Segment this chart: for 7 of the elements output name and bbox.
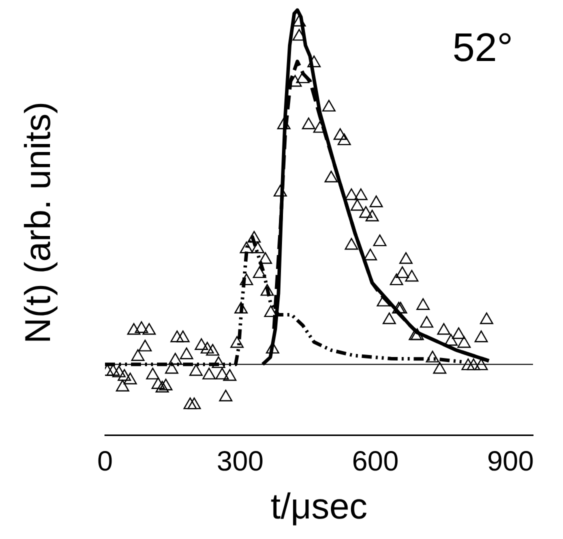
x-tick-label: 0 (97, 446, 113, 477)
x-tick-label: 900 (487, 446, 534, 477)
x-tick-label: 600 (352, 446, 399, 477)
x-axis-title: t/μsec (270, 485, 368, 526)
x-tick-label: 300 (216, 446, 264, 477)
annotation: 52° (452, 26, 513, 70)
y-axis-title: N(t) (arb. units) (16, 102, 58, 344)
